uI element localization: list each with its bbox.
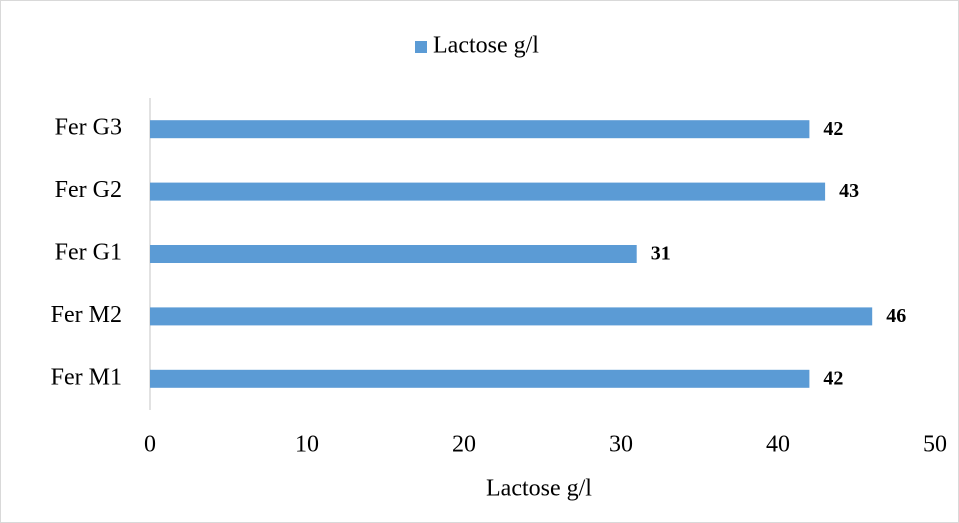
y-tick-label: Fer G3 — [55, 115, 122, 141]
x-tick-label: 10 — [295, 432, 319, 458]
data-label: 31 — [651, 243, 671, 265]
legend: Lactose g/l — [415, 33, 539, 59]
bar — [150, 120, 810, 139]
legend-label: Lactose g/l — [433, 33, 539, 59]
legend-swatch — [415, 41, 427, 53]
bar — [150, 182, 826, 201]
bar — [150, 245, 637, 263]
y-tick-label: Fer M2 — [51, 302, 122, 328]
data-label: 42 — [823, 367, 843, 389]
x-tick-label: 30 — [609, 432, 633, 458]
x-tick-label: 20 — [452, 432, 476, 458]
y-tick-label: Fer G1 — [55, 240, 122, 266]
bar — [150, 369, 810, 388]
data-label: 42 — [823, 118, 843, 140]
y-tick-label: Fer G2 — [55, 177, 122, 203]
data-label: 43 — [839, 180, 859, 202]
x-tick-label: 0 — [144, 432, 156, 458]
x-axis-title: Lactose g/l — [486, 476, 592, 502]
bar — [150, 307, 873, 326]
data-label: 46 — [886, 305, 906, 327]
x-tick-label: 50 — [923, 432, 947, 458]
y-tick-label: Fer M1 — [51, 364, 122, 390]
x-tick-label: 40 — [766, 432, 790, 458]
